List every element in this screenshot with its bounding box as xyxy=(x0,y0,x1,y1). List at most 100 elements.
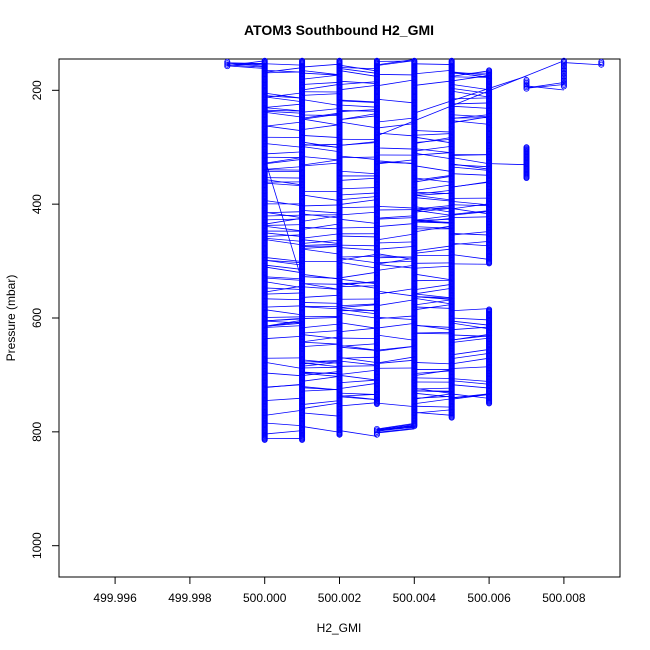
trajectory-segment xyxy=(414,80,452,86)
trajectory-segment xyxy=(264,305,303,308)
trajectory-segment xyxy=(339,261,377,269)
trajectory-segment xyxy=(264,318,303,322)
trajectory-segment xyxy=(339,396,377,401)
trajectory-segment xyxy=(414,225,452,233)
trajectory-segment xyxy=(414,165,452,172)
point-column xyxy=(523,77,530,92)
trajectory-segment xyxy=(339,309,377,315)
trajectory-segment xyxy=(302,135,340,138)
trajectory-segment xyxy=(339,369,377,375)
trajectory-segment xyxy=(302,162,340,167)
trajectory-segment xyxy=(414,265,452,269)
trajectory-segment xyxy=(339,155,377,160)
trajectory-segment xyxy=(302,248,340,255)
trajectory-segment xyxy=(451,337,490,343)
data-point xyxy=(261,436,268,443)
trajectory-segment xyxy=(376,60,415,66)
trajectory-segment xyxy=(264,430,303,435)
x-tick-label: 500.002 xyxy=(318,591,362,605)
trajectory-segment xyxy=(414,189,452,195)
trajectory-segment xyxy=(376,117,415,123)
trajectory-segment xyxy=(302,334,340,340)
point-column xyxy=(523,144,530,181)
trajectory-segment xyxy=(339,177,377,181)
trajectory-segment xyxy=(302,362,340,368)
trajectory-segment xyxy=(264,166,303,170)
trajectory-segment xyxy=(264,92,303,99)
trajectory-segment xyxy=(376,205,415,209)
trajectory-segment xyxy=(264,266,303,274)
trajectory-segment xyxy=(264,276,303,280)
trajectory-segment xyxy=(339,402,377,407)
trajectory-segment xyxy=(376,428,415,433)
trajectory-segment xyxy=(451,317,490,321)
trajectory-segment xyxy=(302,63,340,68)
trajectory-segment xyxy=(302,233,340,239)
trajectory-segment xyxy=(414,197,452,202)
trajectory-segment xyxy=(414,226,452,229)
trajectory-segment xyxy=(264,151,303,155)
trajectory-segment xyxy=(376,316,415,320)
trajectory-segment xyxy=(264,264,303,270)
trajectory-segment xyxy=(451,203,490,210)
trajectory-segment xyxy=(451,231,490,236)
trajectory-segment xyxy=(376,359,415,364)
trajectory-segment xyxy=(414,392,452,398)
trajectory-segment xyxy=(414,63,452,65)
trajectory-segment xyxy=(264,320,303,324)
trajectory-segment xyxy=(339,382,377,390)
trajectory-segment xyxy=(264,372,303,377)
trajectory-segment xyxy=(339,187,377,190)
trajectory-segment xyxy=(264,69,303,73)
trajectory-segment xyxy=(451,90,490,98)
trajectory-segment xyxy=(339,307,377,312)
trajectory-segment xyxy=(376,73,415,76)
trajectory-segment xyxy=(264,103,303,108)
trajectory-segment xyxy=(451,166,490,171)
x-tick-label: 500.004 xyxy=(393,591,437,605)
trajectory-segment xyxy=(264,111,303,118)
trajectory-segment xyxy=(414,177,452,183)
trajectory-segment xyxy=(414,362,452,365)
trajectory-segment xyxy=(451,254,490,260)
trajectory-segment xyxy=(339,303,377,307)
trajectory-segment xyxy=(376,402,415,408)
trajectory-segment xyxy=(302,226,340,230)
trajectory-segment xyxy=(414,287,452,295)
data-point xyxy=(486,260,493,267)
trajectory-segment xyxy=(376,241,415,244)
trajectory-segment xyxy=(414,206,452,213)
trajectory-segment xyxy=(414,137,452,145)
point-column xyxy=(598,58,605,68)
trajectory-segment xyxy=(302,108,340,113)
trajectory-segment xyxy=(451,76,490,78)
trajectory-segment xyxy=(376,424,415,432)
trajectory-segment xyxy=(376,59,415,66)
trajectory-segment xyxy=(302,112,340,119)
trajectory-segment xyxy=(302,159,340,166)
trajectory-segment xyxy=(414,194,452,201)
x-tick-label: 499.998 xyxy=(168,591,212,605)
trajectory-segment xyxy=(376,263,415,269)
trajectory-segment xyxy=(339,110,377,112)
trajectory-segment xyxy=(376,423,415,431)
trajectory-segment xyxy=(451,326,490,331)
trajectory-segment xyxy=(376,147,415,150)
trajectory-segment xyxy=(376,233,415,241)
trajectory-segment xyxy=(414,148,452,154)
trajectory-segment xyxy=(451,394,490,400)
trajectory-segment xyxy=(414,174,452,181)
trajectory-segment xyxy=(451,120,490,125)
trajectory-segment xyxy=(339,312,377,319)
trajectory-segment xyxy=(339,206,377,209)
trajectory-segment xyxy=(451,211,490,216)
trajectory-segment xyxy=(264,125,303,132)
trajectory-segment xyxy=(302,343,340,348)
trajectory-segment xyxy=(414,217,452,223)
trajectory-segment xyxy=(376,428,415,434)
trajectory-segment xyxy=(414,331,452,334)
trajectory-segment xyxy=(264,287,303,290)
trajectory-segment xyxy=(414,405,452,408)
trajectory-segment xyxy=(526,84,564,89)
trajectory-segment xyxy=(264,121,303,127)
